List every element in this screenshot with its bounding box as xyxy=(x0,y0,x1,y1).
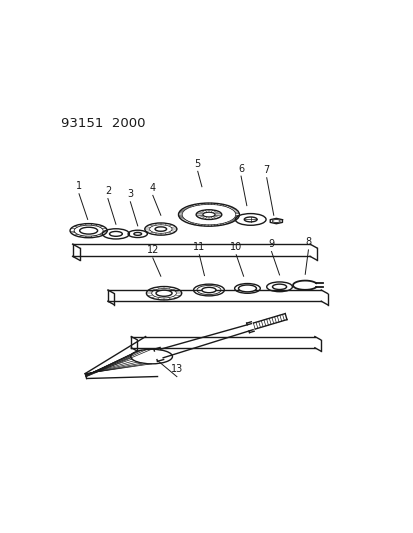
Text: 7: 7 xyxy=(263,165,269,175)
Text: 93151  2000: 93151 2000 xyxy=(61,117,145,130)
Ellipse shape xyxy=(244,217,256,222)
Text: 5: 5 xyxy=(194,159,200,169)
Ellipse shape xyxy=(202,287,216,293)
Text: 6: 6 xyxy=(237,164,244,174)
Text: 3: 3 xyxy=(127,189,133,199)
Text: 11: 11 xyxy=(193,242,205,252)
Ellipse shape xyxy=(202,212,214,217)
Ellipse shape xyxy=(79,227,97,234)
Text: 12: 12 xyxy=(146,245,159,255)
Ellipse shape xyxy=(238,285,256,292)
Text: 4: 4 xyxy=(150,183,156,193)
Ellipse shape xyxy=(133,232,141,236)
Ellipse shape xyxy=(156,290,172,296)
Text: 13: 13 xyxy=(170,364,183,374)
Text: 1: 1 xyxy=(76,181,82,191)
Ellipse shape xyxy=(155,227,166,231)
Ellipse shape xyxy=(272,284,286,289)
Text: 8: 8 xyxy=(305,237,311,247)
Ellipse shape xyxy=(272,220,280,222)
Ellipse shape xyxy=(109,231,122,236)
Text: 2: 2 xyxy=(104,186,111,196)
Text: 9: 9 xyxy=(268,239,274,249)
Text: 10: 10 xyxy=(230,242,242,252)
